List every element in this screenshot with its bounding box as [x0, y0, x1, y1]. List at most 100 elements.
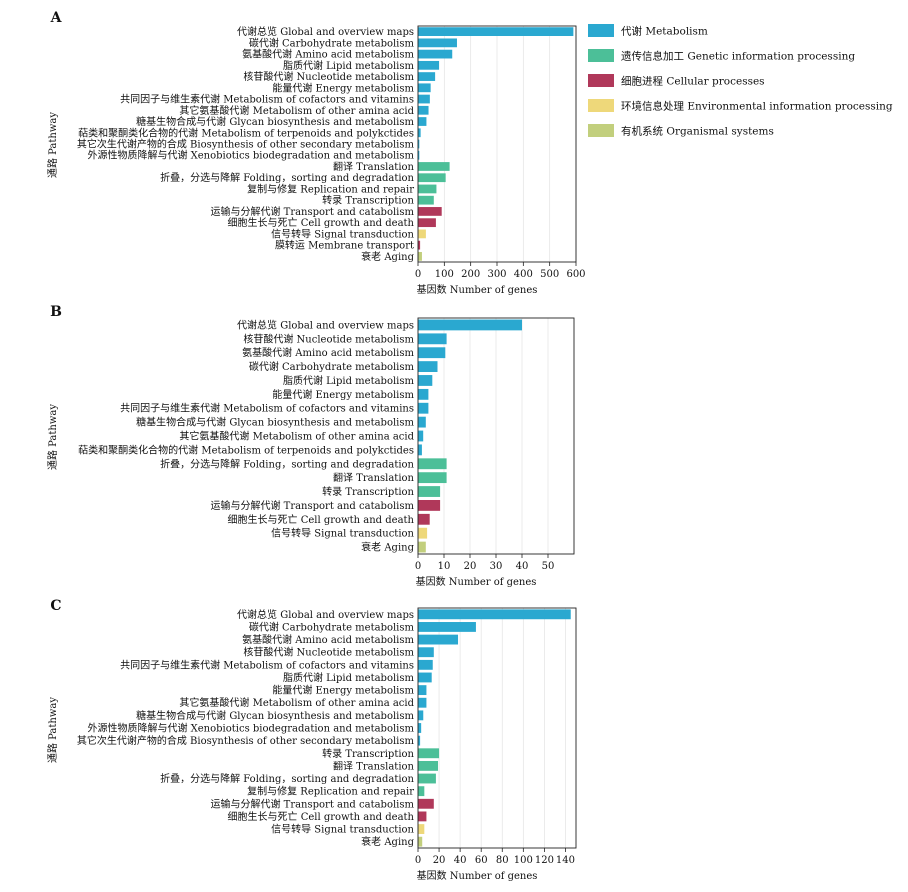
bar	[418, 333, 447, 345]
legend-swatch	[588, 49, 614, 62]
bar	[418, 229, 426, 239]
category-label: 脂质代谢 Lipid metabolism	[283, 59, 415, 72]
category-label: 信号转导 Signal transduction	[271, 823, 414, 836]
legend-swatch	[588, 74, 614, 87]
bar	[418, 513, 430, 525]
bar	[418, 251, 422, 261]
bar	[418, 748, 440, 759]
category-label: 复制与修复 Replication and repair	[247, 182, 414, 195]
y-axis-label: 通路 Pathway	[46, 404, 59, 470]
legend: 代谢 Metabolism 遗传信息加工 Genetic information …	[588, 24, 893, 138]
bar	[418, 659, 433, 670]
bar	[418, 218, 436, 228]
bar	[418, 499, 441, 511]
chart-panel-c: C 通路 Pathway 代谢总览 Global and overview maps…	[46, 598, 577, 882]
x-tick-label: 40	[516, 561, 529, 572]
bar	[418, 416, 426, 428]
bar	[418, 38, 457, 48]
bar	[418, 710, 424, 721]
category-label: 共同因子与维生素代谢 Metabolism of cofactors and v…	[120, 93, 414, 106]
bar	[418, 195, 434, 205]
category-label: 衰老 Aging	[361, 541, 414, 554]
category-label: 细胞生长与死亡 Cell growth and death	[228, 810, 415, 823]
category-label: 转录 Transcription	[322, 485, 414, 498]
category-label: 外源性物质降解与代谢 Xenobiotics biodegradation an…	[87, 149, 414, 162]
bar	[418, 760, 439, 771]
category-label: 运输与分解代谢 Transport and catabolism	[210, 797, 414, 810]
x-axis-label: 基因数 Number of genes	[417, 869, 538, 882]
category-label: 翻译 Translation	[333, 472, 415, 484]
bar	[418, 72, 436, 81]
category-label: 其它次生代谢产物的合成 Biosynthesis of other second…	[77, 138, 415, 151]
bar	[418, 375, 433, 386]
category-label: 氨基酸代谢 Amino acid metabolism	[242, 346, 414, 359]
category-label: 氨基酸代谢 Amino acid metabolism	[242, 633, 414, 646]
category-label: 能量代谢 Energy metabolism	[272, 388, 414, 401]
category-label: 糖基生物合成与代谢 Glycan biosynthesis and metabo…	[136, 115, 414, 128]
legend-label: 细胞进程 Cellular processes	[621, 75, 765, 88]
bar	[418, 472, 447, 484]
panel-label: B	[50, 304, 62, 320]
x-tick-label: 120	[535, 855, 554, 866]
legend-label: 代谢 Metabolism	[621, 25, 708, 38]
x-tick-label: 50	[542, 561, 555, 572]
category-label: 核苷酸代谢 Nucleotide metabolism	[243, 70, 414, 83]
category-label: 其它氨基酸代谢 Metabolism of other amina acid	[179, 696, 414, 709]
category-label: 氨基酸代谢 Amino acid metabolism	[242, 48, 414, 61]
category-label: 碳代谢 Carbohydrate metabolism	[249, 36, 415, 49]
x-tick-label: 140	[556, 855, 575, 866]
bar	[418, 162, 450, 171]
x-tick-label: 0	[415, 561, 421, 572]
category-label: 运输与分解代谢 Transport and catabolism	[210, 205, 414, 218]
panel-label: A	[50, 10, 63, 26]
x-tick-label: 200	[461, 269, 480, 280]
bar	[418, 27, 574, 37]
bar	[418, 836, 423, 847]
bar	[418, 347, 446, 359]
category-label: 折叠，分选与降解 Folding，sorting and degradation	[160, 772, 414, 785]
x-tick-label: 300	[487, 269, 506, 280]
category-label: 折叠，分选与降解 Folding，sorting and degradation	[160, 457, 414, 470]
bar	[418, 430, 424, 442]
category-label: 核苷酸代谢 Nucleotide metabolism	[243, 332, 414, 345]
bar	[418, 60, 440, 70]
x-tick-label: 500	[540, 269, 559, 280]
y-axis-label: 通路 Pathway	[46, 112, 59, 178]
bar	[418, 609, 571, 620]
bar	[418, 139, 420, 149]
bar	[418, 444, 422, 456]
category-label: 转录 Transcription	[322, 194, 414, 207]
x-tick-label: 100	[435, 269, 454, 280]
category-label: 其它氨基酸代谢 Metabolism of other amina acid	[179, 104, 414, 117]
bar	[418, 94, 430, 104]
x-tick-label: 10	[438, 561, 451, 572]
bar	[418, 458, 447, 470]
category-label: 衰老 Aging	[361, 835, 414, 848]
category-label: 转录 Transcription	[322, 747, 414, 760]
category-label: 翻译 Translation	[333, 161, 415, 173]
legend-label: 环境信息处理 Environmental information process…	[621, 100, 893, 113]
category-label: 复制与修复 Replication and repair	[247, 785, 414, 798]
bar	[418, 49, 453, 59]
bar	[418, 402, 429, 414]
category-label: 脂质代谢 Lipid metabolism	[283, 671, 415, 684]
bar	[418, 319, 522, 331]
x-axis-label: 基因数 Number of genes	[417, 283, 538, 296]
category-label: 代谢总览 Global and overview maps	[237, 608, 414, 621]
legend-label: 有机系统 Organismal systems	[621, 125, 774, 138]
category-label: 萜类和聚酮类化合物的代谢 Metabolism of terpenoids an…	[78, 126, 414, 139]
category-label: 细胞生长与死亡 Cell growth and death	[228, 216, 415, 229]
bar	[418, 622, 476, 632]
x-tick-label: 20	[464, 561, 477, 572]
category-label: 代谢总览 Global and overview maps	[237, 25, 414, 38]
category-label: 糖基生物合成与代谢 Glycan biosynthesis and metabo…	[136, 709, 414, 722]
bar	[418, 773, 436, 784]
category-label: 其它次生代谢产物的合成 Biosynthesis of other second…	[77, 734, 415, 747]
x-tick-label: 60	[475, 855, 488, 866]
bar	[418, 361, 438, 373]
category-label: 共同因子与维生素代谢 Metabolism of cofactors and v…	[120, 402, 414, 415]
chart-panel-b: B 通路 Pathway 代谢总览 Global and overview maps…	[46, 304, 575, 588]
bar	[418, 697, 427, 708]
category-label: 能量代谢 Energy metabolism	[272, 81, 414, 94]
